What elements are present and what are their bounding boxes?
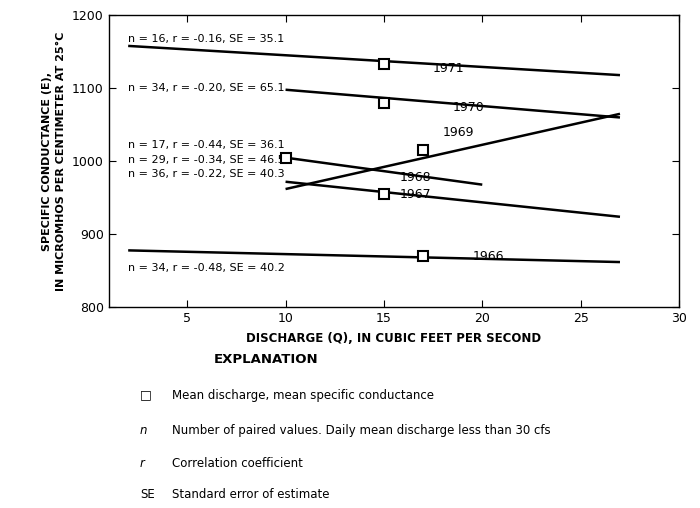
Text: r: r [140,457,145,470]
Text: n = 17, r = -0.44, SE = 36.1: n = 17, r = -0.44, SE = 36.1 [128,140,285,150]
Text: 1966: 1966 [473,250,504,264]
Text: 1970: 1970 [453,102,484,114]
Text: 1971: 1971 [433,62,465,75]
Text: Correlation coefficient: Correlation coefficient [172,457,302,470]
Text: n = 16, r = -0.16, SE = 35.1: n = 16, r = -0.16, SE = 35.1 [128,34,284,44]
Text: Number of paired values. Daily mean discharge less than 30 cfs: Number of paired values. Daily mean disc… [172,424,550,437]
Text: SE: SE [140,488,155,501]
Text: n = 36, r = -0.22, SE = 40.3: n = 36, r = -0.22, SE = 40.3 [128,170,285,179]
Text: n: n [140,424,148,437]
Text: □: □ [140,389,152,402]
Text: Mean discharge, mean specific conductance: Mean discharge, mean specific conductanc… [172,389,433,402]
X-axis label: DISCHARGE (Q), IN CUBIC FEET PER SECOND: DISCHARGE (Q), IN CUBIC FEET PER SECOND [246,332,541,345]
Text: 1969: 1969 [443,125,475,139]
Text: Standard error of estimate: Standard error of estimate [172,488,329,501]
Text: n = 34, r = -0.20, SE = 65.1: n = 34, r = -0.20, SE = 65.1 [128,83,285,93]
Text: EXPLANATION: EXPLANATION [214,353,318,366]
Text: n = 29, r = -0.34, SE = 46.5: n = 29, r = -0.34, SE = 46.5 [128,155,285,165]
Y-axis label: SPECIFIC CONDUCTANCE (E),
IN MICROMHOS PER CENTIMETER AT 25°C: SPECIFIC CONDUCTANCE (E), IN MICROMHOS P… [42,31,66,291]
Text: 1968: 1968 [400,171,431,184]
Text: 1967: 1967 [400,187,431,201]
Text: n = 34, r = -0.48, SE = 40.2: n = 34, r = -0.48, SE = 40.2 [128,263,285,273]
